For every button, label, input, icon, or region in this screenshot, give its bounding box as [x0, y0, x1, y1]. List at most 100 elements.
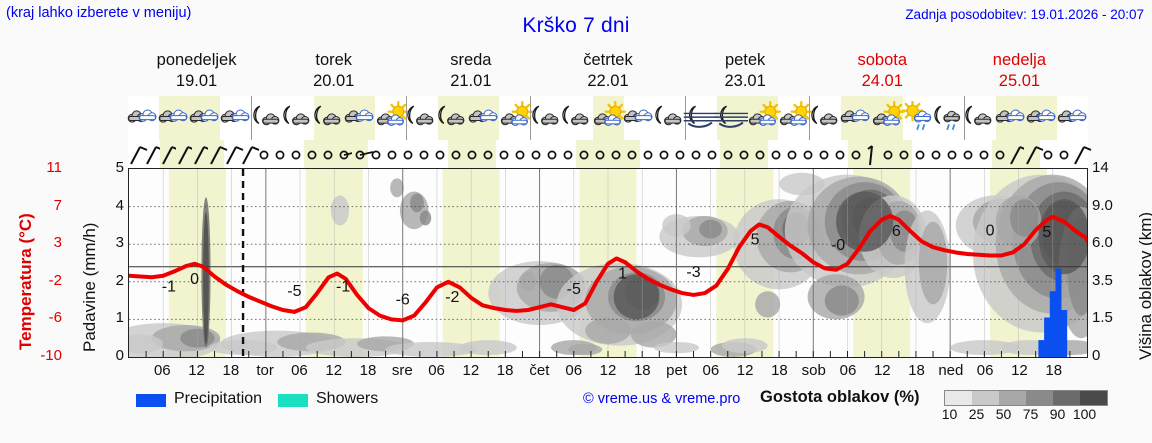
day-header-6: nedelja 25.01 [951, 50, 1088, 94]
weather-icon-cell [964, 96, 996, 140]
time-tick-label: 12 [1011, 362, 1028, 379]
calm-icon [995, 150, 1005, 160]
calm-icon [547, 150, 557, 160]
calm-icon [707, 150, 717, 160]
wind-cell [576, 140, 592, 168]
sun-cloudy-icon [779, 101, 812, 126]
day-date: 20.01 [313, 72, 355, 90]
temperature-value-label: -1 [162, 279, 176, 296]
weather-icon-cell [313, 96, 345, 140]
density-tick-label: 50 [995, 406, 1012, 422]
weather-icon-cell [747, 96, 782, 140]
time-tick-label: 18 [359, 362, 377, 379]
weather-icon-cell [189, 96, 221, 140]
day-header-1: torek 20.01 [265, 50, 402, 94]
day-date: 25.01 [998, 72, 1041, 90]
weather-icon-cell [499, 96, 533, 140]
day-date: 21.01 [450, 72, 492, 90]
wind-cell [1056, 140, 1072, 168]
time-tick-label: 06 [291, 362, 308, 379]
day-header-4: petek 23.01 [677, 50, 814, 94]
time-tick-label: 12 [873, 362, 891, 379]
cloudy-icon [344, 109, 374, 123]
precipitation-tick: 1 [115, 309, 124, 327]
page-title: Krško 7 dni [522, 14, 630, 37]
weather-icon-cell [684, 96, 719, 140]
cloudy-icon [220, 109, 250, 123]
cloud-height-tick: 1.5 [1092, 309, 1113, 327]
weather-icon-cell [714, 96, 750, 140]
wind-cell [368, 140, 384, 168]
calm-icon [1059, 150, 1069, 160]
weather-icon-cell [344, 96, 376, 140]
temperature-value-label: 5 [751, 231, 760, 248]
day-name: sobota [857, 51, 908, 69]
moon-rain-icon [933, 105, 960, 131]
wind-cell [544, 140, 560, 168]
weather-icon-cell [623, 96, 655, 140]
time-tick-label: 18 [633, 362, 651, 379]
calm-icon [275, 150, 285, 160]
cloudy-icon [1026, 109, 1056, 123]
weather-icon-cell [809, 96, 841, 140]
precipitation-tick: 3 [115, 234, 124, 252]
calm-icon [323, 150, 333, 160]
weather-icon-cell [375, 96, 409, 140]
wind-cell [976, 140, 992, 168]
wind-cell [304, 140, 320, 168]
weather-icon-cell [654, 96, 685, 140]
cloudy-icon [189, 109, 219, 123]
precipitation-tick: 5 [115, 159, 124, 176]
time-tick-label: 06 [976, 362, 994, 379]
wind-cell [224, 140, 244, 168]
cloud-height-tick: 6.0 [1092, 234, 1113, 252]
moon-cloudy-icon [810, 105, 837, 126]
weather-icon-cell [468, 96, 500, 140]
cloud-height-tick: 3.5 [1092, 271, 1113, 289]
day-name: nedelja [992, 51, 1047, 69]
moon-cloudy-icon [654, 105, 682, 126]
time-tick-label: 06 [565, 362, 583, 379]
moon-cloudy-icon [407, 105, 434, 126]
density-swatch [945, 391, 972, 405]
temperature-tick: -10 [40, 347, 62, 364]
time-tick-label: pet [666, 362, 687, 379]
weather-icon-cell [933, 96, 964, 140]
temperature-value-label: -5 [567, 281, 581, 298]
cloudy-icon [995, 109, 1025, 123]
barb-icon [1026, 146, 1044, 165]
density-tick-label: 10 [941, 406, 958, 422]
barb-icon [226, 146, 244, 165]
forecast-plot[interactable]: -1 0 -5 -1 -6 -2 -5 1 -3 5 -0 6 0 5 [128, 168, 1088, 358]
weather-icon-cell [158, 96, 190, 140]
calm-icon [403, 150, 413, 160]
time-tick-label: 12 [325, 362, 343, 379]
time-tick-label: 18 [1045, 362, 1063, 379]
moon-fog-icon [714, 105, 750, 128]
temperature-value-label: -3 [686, 264, 700, 281]
calm-icon [947, 150, 957, 160]
cloud-height-tick: 14 [1092, 159, 1109, 176]
weather-icon-cell [406, 96, 438, 140]
day-date: 19.01 [175, 72, 218, 90]
time-axis-labels: 06 12 18 tor 06 12 18 sre 06 12 18 čet 06 12 18 pet 06 12… [128, 360, 1088, 382]
calm-icon [595, 150, 605, 160]
sun-rain-icon [901, 101, 932, 131]
cloud-density-tick-labels: 10 25 50 75 90 100 [942, 406, 1114, 422]
weather-icon-cell [283, 96, 314, 140]
day-name: ponedeljek [156, 51, 237, 69]
calm-icon [1043, 150, 1053, 160]
wind-cell [896, 140, 912, 168]
calm-icon [739, 150, 749, 160]
wind-cell [1008, 140, 1028, 168]
temperature-value-label: -6 [396, 291, 410, 308]
barb-s-icon [867, 145, 873, 166]
wind-cell [704, 140, 720, 168]
temperature-value-label: -2 [445, 289, 459, 306]
cloud-density-colorbar [944, 390, 1108, 406]
wind-cell [864, 140, 880, 168]
wind-cell [672, 140, 688, 168]
calm-icon [387, 150, 397, 160]
time-tick-label: sre [391, 362, 413, 379]
copyright-text[interactable]: © vreme.us & vreme.pro [583, 391, 741, 407]
